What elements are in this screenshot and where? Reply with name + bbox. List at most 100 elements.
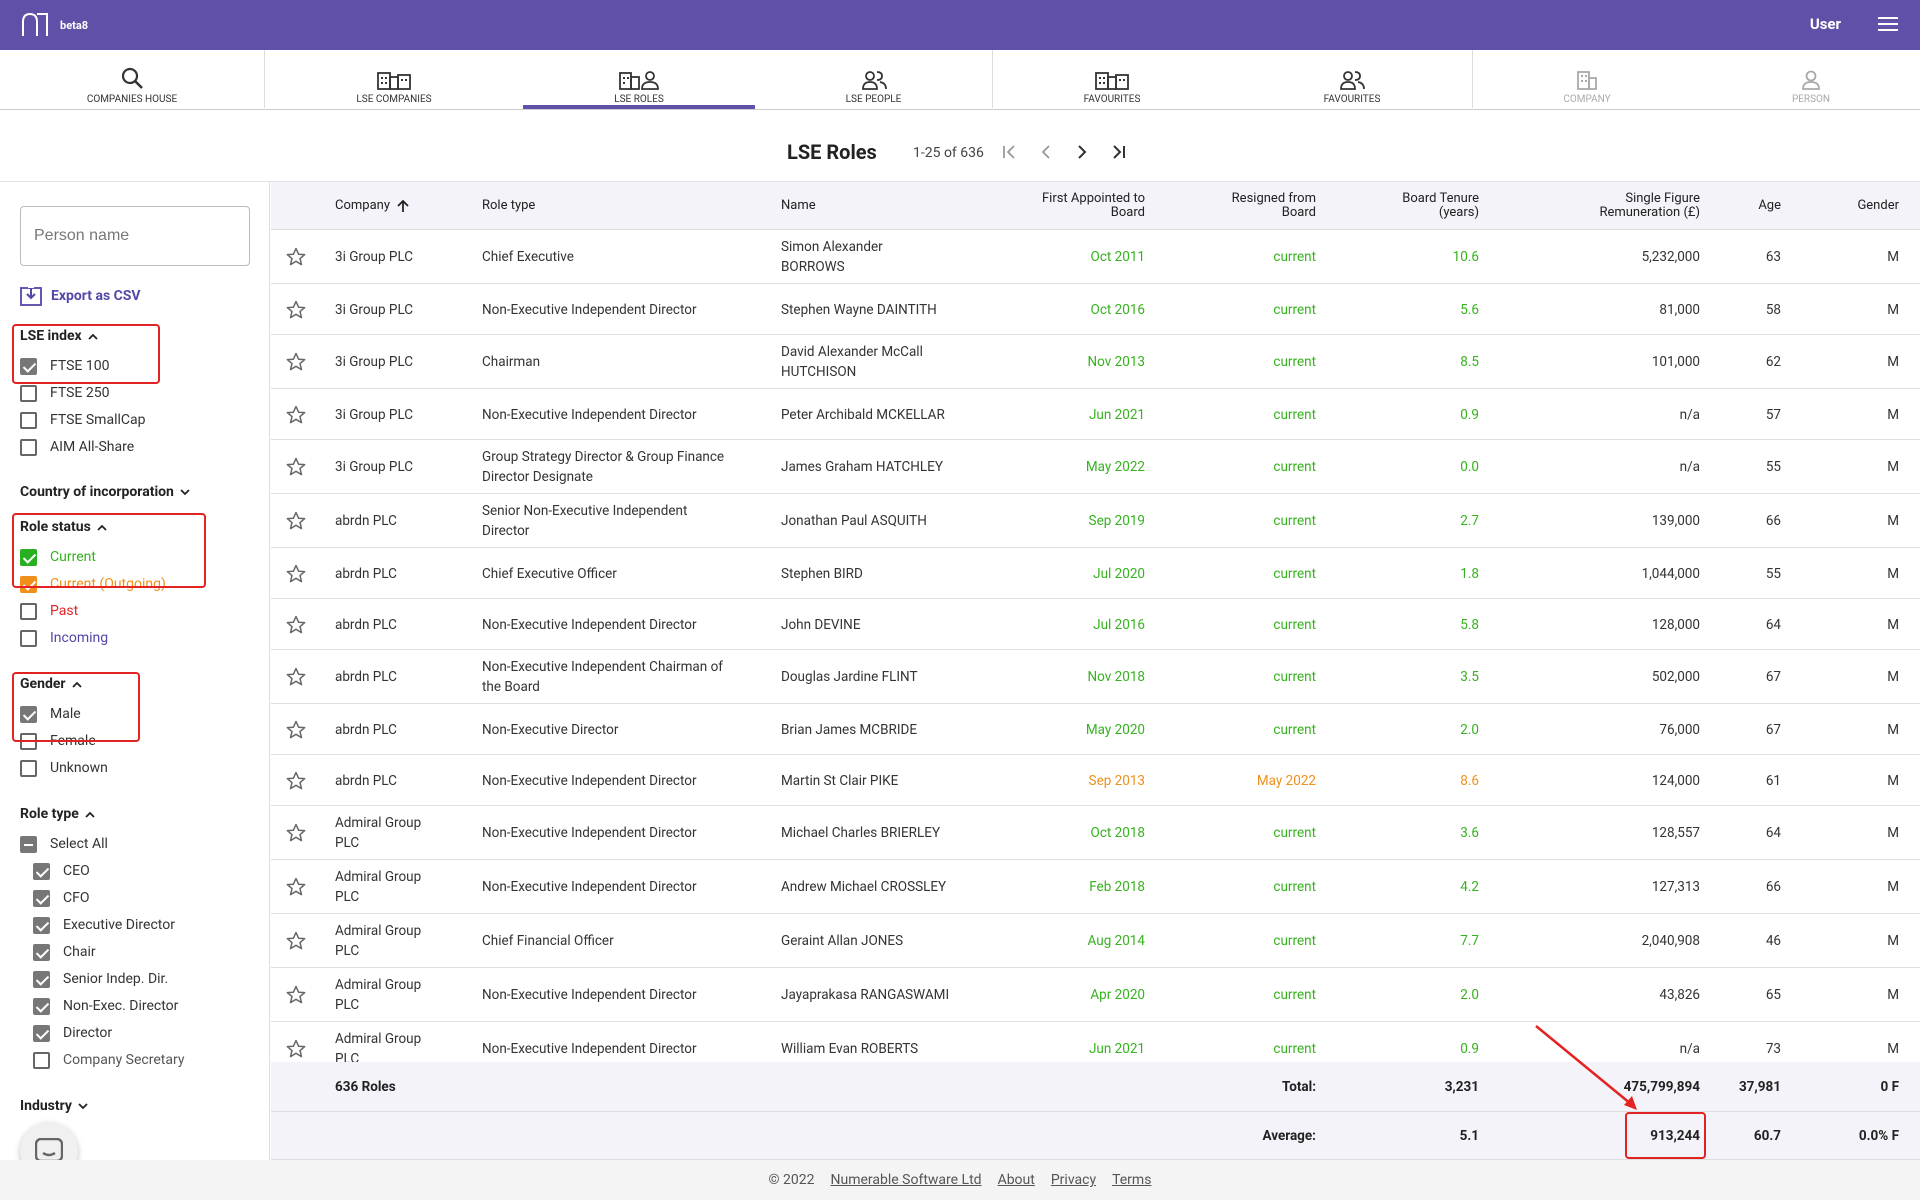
filter-aim-all-share[interactable]: AIM All-Share xyxy=(20,437,134,457)
filter-current-outgoing[interactable]: Current (Outgoing) xyxy=(20,574,166,594)
industry-filter-header[interactable]: Industry xyxy=(20,1098,88,1114)
favourite-star-icon[interactable] xyxy=(286,352,306,372)
table-row[interactable]: 3i Group PLC Non-Executive Independent Di… xyxy=(271,389,1920,440)
checkbox[interactable] xyxy=(20,438,37,456)
filter-director[interactable]: Director xyxy=(33,1023,112,1043)
table-row[interactable]: Admiral Group PLC Non-Executive Independen… xyxy=(271,860,1920,914)
filter-cfo[interactable]: CFO xyxy=(33,888,89,908)
tab-companies-house[interactable]: COMPANIES HOUSE xyxy=(0,50,264,110)
favourite-star-icon[interactable] xyxy=(286,300,306,320)
table-row[interactable]: abrdn PLC Non-Executive Independent Direc… xyxy=(271,599,1920,650)
checkbox[interactable] xyxy=(20,384,37,402)
hamburger-menu-icon[interactable] xyxy=(1878,16,1898,32)
filter-chair[interactable]: Chair xyxy=(33,942,96,962)
table-row[interactable]: abrdn PLC Chief Executive Officer Stephen … xyxy=(271,548,1920,599)
filter-select-all[interactable]: Select All xyxy=(20,834,108,854)
first-page-icon[interactable] xyxy=(999,141,1021,163)
table-row[interactable]: Admiral Group PLC Non-Executive Independen… xyxy=(271,968,1920,1022)
checkbox[interactable] xyxy=(20,835,37,853)
checkbox[interactable] xyxy=(20,411,37,429)
checkbox[interactable] xyxy=(20,548,37,566)
column-company[interactable]: Company xyxy=(335,199,410,213)
favourite-star-icon[interactable] xyxy=(286,247,306,267)
column-role-type[interactable]: Role type xyxy=(482,198,536,213)
favourite-star-icon[interactable] xyxy=(286,615,306,635)
terms-link[interactable]: Terms xyxy=(1112,1172,1152,1188)
favourite-star-icon[interactable] xyxy=(286,667,306,687)
filter-current[interactable]: Current xyxy=(20,547,96,567)
table-row[interactable]: 3i Group PLC Group Strategy Director & Gr… xyxy=(271,440,1920,494)
checkbox[interactable] xyxy=(20,629,37,647)
favourite-star-icon[interactable] xyxy=(286,511,306,531)
checkbox[interactable] xyxy=(20,705,37,723)
lse-index-filter-header[interactable]: LSE index xyxy=(20,328,98,344)
filter-executive-director[interactable]: Executive Director xyxy=(33,915,175,935)
privacy-link[interactable]: Privacy xyxy=(1050,1172,1097,1188)
checkbox[interactable] xyxy=(20,575,37,593)
checkbox[interactable] xyxy=(20,357,37,375)
table-row[interactable]: abrdn PLC Non-Executive Independent Direc… xyxy=(271,755,1920,806)
filter-incoming[interactable]: Incoming xyxy=(20,628,108,648)
next-page-icon[interactable] xyxy=(1071,141,1093,163)
tab-person[interactable]: PERSON xyxy=(1702,50,1920,110)
filter-non-exec-director[interactable]: Non-Exec. Director xyxy=(33,996,178,1016)
checkbox[interactable] xyxy=(33,997,50,1015)
column-gender[interactable]: Gender xyxy=(1857,198,1899,213)
gender-filter-header[interactable]: Gender xyxy=(20,676,82,692)
tab-lse-people[interactable]: LSE PEOPLE xyxy=(755,50,992,110)
table-row[interactable]: abrdn PLC Non-Executive Independent Chair… xyxy=(271,650,1920,704)
app-logo-icon[interactable] xyxy=(20,12,50,38)
filter-male[interactable]: Male xyxy=(20,704,81,724)
filter-ftse-smallcap[interactable]: FTSE SmallCap xyxy=(20,410,145,430)
checkbox[interactable] xyxy=(33,943,50,961)
checkbox[interactable] xyxy=(33,1051,50,1069)
filter-ftse-100[interactable]: FTSE 100 xyxy=(20,356,109,376)
filter-company-secretary[interactable]: Company Secretary xyxy=(33,1050,184,1070)
filter-unknown[interactable]: Unknown xyxy=(20,758,108,778)
tab-company[interactable]: COMPANY xyxy=(1472,50,1702,110)
column-first-appointed[interactable]: First Appointed to Board xyxy=(971,192,1145,220)
export-csv-button[interactable]: Export as CSV xyxy=(20,286,141,306)
checkbox[interactable] xyxy=(33,970,50,988)
column-board-tenure[interactable]: Board Tenure (years) xyxy=(1331,192,1479,220)
favourite-star-icon[interactable] xyxy=(286,877,306,897)
table-row[interactable]: 3i Group PLC Chief Executive Simon Alexand… xyxy=(271,230,1920,284)
column-age[interactable]: Age xyxy=(1758,198,1781,213)
favourite-star-icon[interactable] xyxy=(286,720,306,740)
favourite-star-icon[interactable] xyxy=(286,985,306,1005)
tab-favourite-companies[interactable]: FAVOURITES xyxy=(992,50,1232,110)
country-filter-header[interactable]: Country of incorporation xyxy=(20,484,190,500)
previous-page-icon[interactable] xyxy=(1035,141,1057,163)
filter-senior-indep-dir[interactable]: Senior Indep. Dir. xyxy=(33,969,168,989)
last-page-icon[interactable] xyxy=(1107,141,1129,163)
favourite-star-icon[interactable] xyxy=(286,931,306,951)
checkbox[interactable] xyxy=(20,602,37,620)
favourite-star-icon[interactable] xyxy=(286,457,306,477)
person-name-input[interactable] xyxy=(34,207,234,265)
filter-ceo[interactable]: CEO xyxy=(33,861,90,881)
role-type-filter-header[interactable]: Role type xyxy=(20,806,95,822)
table-row[interactable]: Admiral Group PLC Non-Executive Independen… xyxy=(271,806,1920,860)
table-row[interactable]: abrdn PLC Senior Non-Executive Independen… xyxy=(271,494,1920,548)
table-row[interactable]: Admiral Group PLC Chief Financial Officer G… xyxy=(271,914,1920,968)
table-row[interactable]: 3i Group PLC Chairman David Alexander McCa… xyxy=(271,335,1920,389)
favourite-star-icon[interactable] xyxy=(286,564,306,584)
company-link[interactable]: Numerable Software Ltd xyxy=(830,1172,982,1188)
filter-ftse-250[interactable]: FTSE 250 xyxy=(20,383,109,403)
favourite-star-icon[interactable] xyxy=(286,1039,306,1059)
favourite-star-icon[interactable] xyxy=(286,771,306,791)
checkbox[interactable] xyxy=(33,862,50,880)
column-resigned[interactable]: Resigned from Board xyxy=(1171,192,1316,220)
checkbox[interactable] xyxy=(33,889,50,907)
favourite-star-icon[interactable] xyxy=(286,405,306,425)
table-row[interactable]: 3i Group PLC Non-Executive Independent Di… xyxy=(271,284,1920,335)
column-name[interactable]: Name xyxy=(781,198,816,213)
filter-past[interactable]: Past xyxy=(20,601,78,621)
favourite-star-icon[interactable] xyxy=(286,823,306,843)
about-link[interactable]: About xyxy=(997,1172,1035,1188)
column-remuneration[interactable]: Single Figure Remuneration (£) xyxy=(1491,192,1700,220)
tab-lse-companies[interactable]: LSE COMPANIES xyxy=(264,50,524,110)
user-menu[interactable]: User xyxy=(1809,15,1841,33)
checkbox[interactable] xyxy=(20,759,37,777)
checkbox[interactable] xyxy=(33,916,50,934)
